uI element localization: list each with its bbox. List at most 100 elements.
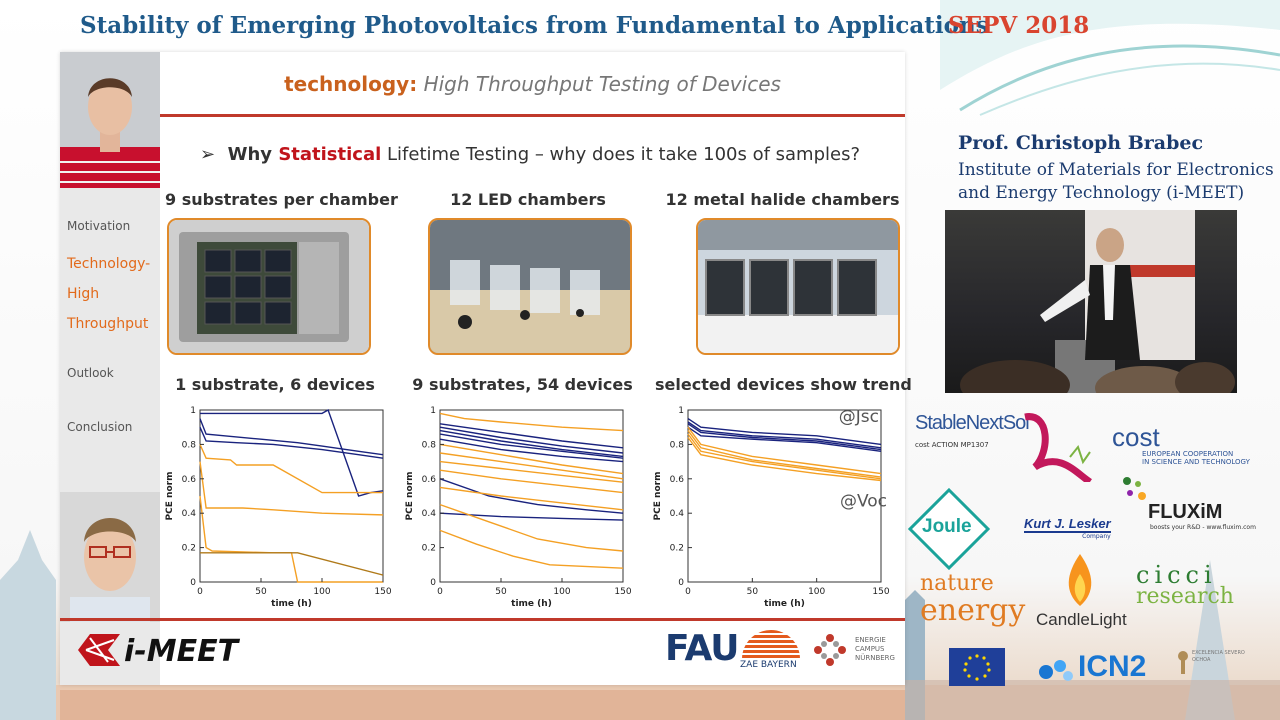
y-tick-label: 0 bbox=[430, 578, 436, 588]
nav-item-motivation[interactable]: Motivation bbox=[67, 219, 131, 233]
nav-item-technology[interactable]: Technology- bbox=[67, 256, 151, 272]
candle-flame-icon bbox=[1068, 554, 1092, 606]
series-line-10 bbox=[439, 469, 624, 494]
series-line-12 bbox=[439, 503, 624, 552]
fluxim-text: FLUXiM bbox=[1148, 501, 1223, 523]
x-tick-label: 150 bbox=[872, 587, 889, 597]
cicci-text: cicci bbox=[1136, 561, 1217, 589]
nav-item-conclusion[interactable]: Conclusion bbox=[67, 420, 133, 434]
x-tick-label: 100 bbox=[313, 587, 330, 597]
y-tick-label: 0.6 bbox=[670, 475, 685, 485]
x-axis-label: time (h) bbox=[271, 599, 312, 609]
stablenextsol-logo: StableNextSol cost ACTION MP1307 bbox=[915, 412, 1097, 482]
series-line-6 bbox=[200, 552, 384, 576]
zae-logo-icon bbox=[742, 630, 800, 660]
series-line-9 bbox=[439, 460, 624, 483]
y-tick-label: 0.8 bbox=[670, 440, 685, 450]
series-line-4 bbox=[439, 438, 624, 463]
x-tick-label: 150 bbox=[614, 587, 631, 597]
nav-item-outlook[interactable]: Outlook bbox=[67, 366, 114, 380]
series-line-4 bbox=[199, 461, 384, 516]
presenter-portrait-1 bbox=[60, 52, 160, 188]
header-wave-decoration bbox=[940, 0, 1280, 116]
series-line-6 bbox=[687, 433, 882, 480]
slide-title-rest: High Throughput Testing of Devices bbox=[417, 72, 781, 96]
series-line-2 bbox=[687, 423, 882, 451]
series-line-3 bbox=[439, 433, 624, 459]
y-tick-label: 0.2 bbox=[422, 544, 436, 554]
y-axis-label: PCE norm bbox=[405, 472, 415, 521]
fluxim-logo: FLUXiM boosts your R&D - www.fluxim.com bbox=[1122, 476, 1256, 531]
x-axis-label: time (h) bbox=[511, 599, 552, 609]
severo-ochoa-text: EXCELENCIA SEVERO OCHOA bbox=[1192, 650, 1245, 663]
x-tick-label: 50 bbox=[255, 587, 267, 597]
energie-line-3: NÜRNBERG bbox=[855, 654, 895, 662]
joule-text: Joule bbox=[922, 516, 972, 537]
y-tick-label: 0.8 bbox=[182, 440, 197, 450]
y-tick-label: 0.6 bbox=[422, 475, 437, 485]
slide-bullet: ➢ Why Statistical Lifetime Testing – why… bbox=[200, 144, 860, 165]
photo-substrate-chamber bbox=[167, 218, 371, 355]
photo-led-chambers bbox=[428, 218, 632, 355]
cicci-research-logo: cicci research bbox=[1136, 561, 1234, 608]
annotation-voc: @Voc bbox=[840, 491, 887, 511]
series-line-11 bbox=[439, 486, 624, 511]
candlelight-text: CandleLight bbox=[1036, 610, 1127, 629]
series-line-14 bbox=[439, 412, 624, 432]
cost-sub-1: EUROPEAN COOPERATION bbox=[1142, 450, 1234, 458]
series-line-0 bbox=[439, 423, 624, 449]
chart-caption-2: 9 substrates, 54 devices bbox=[412, 375, 633, 394]
chart-caption-1: 1 substrate, 6 devices bbox=[175, 375, 375, 394]
y-tick-label: 0 bbox=[678, 578, 684, 588]
series-line-4 bbox=[687, 426, 882, 475]
series-line-0 bbox=[687, 418, 882, 446]
series-line-1 bbox=[199, 426, 384, 459]
kurt-lesker-logo: Kurt J. Lesker Company bbox=[1024, 516, 1111, 540]
y-tick-label: 0.8 bbox=[422, 440, 437, 450]
x-tick-label: 100 bbox=[808, 587, 825, 597]
energie-campus-text: ENERGIE CAMPUS NÜRNBERG bbox=[855, 636, 895, 663]
series-line-1 bbox=[439, 426, 624, 454]
energie-campus-icon bbox=[814, 634, 846, 666]
caption-metal-halide: 12 metal halide chambers bbox=[665, 190, 900, 209]
y-tick-label: 0.2 bbox=[670, 544, 684, 554]
chart-caption-3: selected devices show trend bbox=[655, 375, 912, 394]
nature-text: nature bbox=[920, 571, 994, 596]
slide-title-accent: technology: bbox=[284, 72, 418, 96]
bullet-highlight: Statistical bbox=[278, 144, 382, 165]
fau-logo: FAU bbox=[665, 628, 739, 669]
bullet-text-pre: Why bbox=[227, 144, 279, 165]
series-line-13 bbox=[439, 529, 624, 569]
bullet-text-post: Lifetime Testing – why does it take 100s… bbox=[381, 144, 861, 165]
cost-logo: cost EUROPEAN COOPERATION IN SCIENCE AND… bbox=[1112, 424, 1250, 466]
x-tick-label: 150 bbox=[374, 587, 391, 597]
speaker-name: Prof. Christoph Brabec bbox=[958, 132, 1204, 154]
series-line-0 bbox=[199, 418, 384, 456]
y-tick-label: 0.2 bbox=[182, 544, 196, 554]
fluxim-dots-icon bbox=[1123, 477, 1146, 500]
series-line-3 bbox=[199, 444, 383, 494]
x-tick-label: 50 bbox=[747, 587, 759, 597]
chart-nine-substrates: 0 50 100 150 0 0.2 0.4 0.6 0.8 1 time (h) PCE norm bbox=[405, 406, 632, 609]
severo-ochoa-logo: EXCELENCIA SEVERO OCHOA bbox=[1176, 650, 1252, 674]
series-line-2 bbox=[439, 429, 624, 458]
x-tick-label: 0 bbox=[197, 587, 203, 597]
y-axis-label: PCE norm bbox=[165, 472, 175, 521]
y-tick-label: 0.6 bbox=[182, 475, 197, 485]
series-line-5 bbox=[687, 430, 882, 478]
presenter-portrait-2 bbox=[60, 492, 160, 622]
x-tick-label: 0 bbox=[437, 587, 443, 597]
nav-item-high[interactable]: High bbox=[67, 286, 100, 302]
y-axis-label: PCE norm bbox=[653, 472, 663, 521]
footer-divider bbox=[60, 618, 905, 621]
y-tick-label: 0 bbox=[190, 578, 196, 588]
cost-sub-2: IN SCIENCE AND TECHNOLOGY bbox=[1142, 458, 1250, 466]
nav-item-throughput[interactable]: Throughput bbox=[67, 316, 149, 332]
icn2-logo: ICN2 bbox=[1036, 650, 1146, 684]
chart-selected-devices: 0 50 100 150 0 0.2 0.4 0.6 0.8 1 time (h) PCE norm @… bbox=[653, 406, 890, 609]
x-tick-label: 100 bbox=[553, 587, 570, 597]
speaker-video-feed[interactable] bbox=[945, 210, 1237, 393]
y-tick-label: 1 bbox=[430, 406, 436, 416]
y-tick-label: 1 bbox=[190, 406, 196, 416]
speaker-affiliation-2: and Energy Technology (i-MEET) bbox=[958, 183, 1245, 203]
